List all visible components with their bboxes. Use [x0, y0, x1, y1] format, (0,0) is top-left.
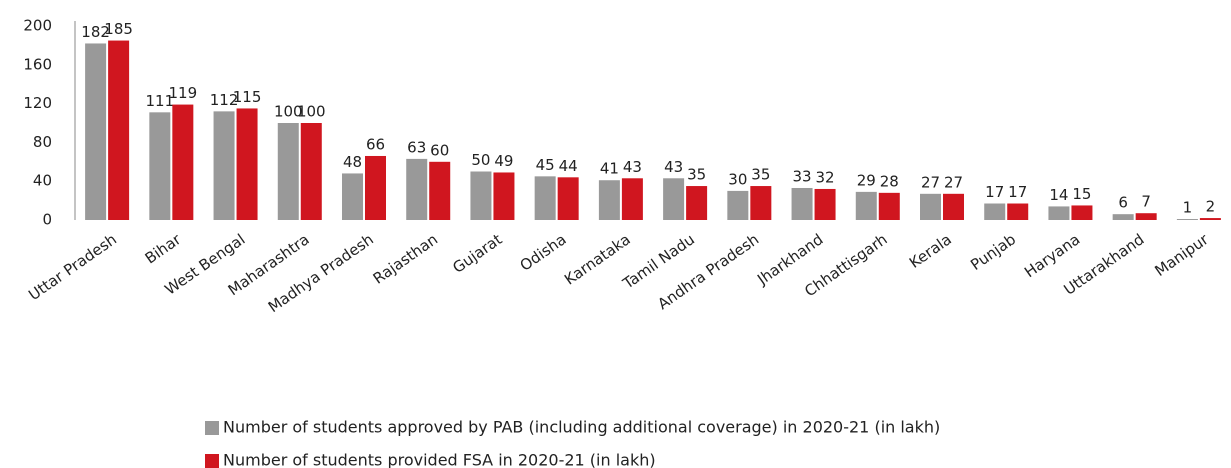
- data-label: 29: [857, 171, 876, 189]
- bar: [85, 43, 107, 221]
- x-tick-label: Madhya Pradesh: [265, 230, 377, 316]
- bar: [686, 186, 708, 220]
- data-label: 111: [146, 92, 175, 110]
- data-label: 27: [944, 173, 963, 191]
- bar: [1199, 218, 1221, 220]
- y-tick-label: 80: [33, 133, 52, 151]
- data-label: 33: [793, 167, 812, 185]
- bar: [300, 123, 322, 220]
- bar: [1071, 205, 1093, 220]
- x-tick-label: Gujarat: [449, 230, 505, 277]
- bar: [984, 203, 1006, 220]
- legend-swatch: [205, 421, 219, 435]
- data-label: 17: [985, 183, 1004, 201]
- bar: [236, 108, 258, 220]
- bar: [108, 40, 130, 220]
- data-label: 45: [536, 156, 555, 174]
- bar: [1176, 219, 1198, 220]
- legend: Number of students approved by PAB (incl…: [205, 418, 940, 468]
- bar: [791, 187, 813, 220]
- data-label: 119: [169, 84, 198, 102]
- x-tick-label: Bihar: [142, 230, 185, 268]
- bar: [1112, 214, 1134, 220]
- data-label: 30: [728, 170, 747, 188]
- bar: [365, 155, 386, 220]
- data-label: 7: [1141, 193, 1151, 211]
- data-label: 60: [430, 141, 449, 159]
- bar: [878, 192, 900, 220]
- data-label: 100: [297, 103, 326, 121]
- legend-label: Number of students approved by PAB (incl…: [223, 418, 940, 437]
- x-tick-label: Punjab: [967, 230, 1019, 274]
- bar: [557, 177, 579, 220]
- bar: [1135, 213, 1157, 220]
- x-tick-label: Uttar Pradesh: [25, 230, 120, 304]
- data-label: 66: [366, 135, 385, 153]
- bar: [172, 104, 194, 220]
- data-label: 44: [559, 157, 578, 175]
- y-tick-label: 120: [23, 94, 52, 112]
- data-label: 50: [471, 151, 490, 169]
- bar: [1048, 206, 1070, 220]
- data-label: 14: [1049, 186, 1068, 204]
- bar: [621, 178, 643, 220]
- legend-label: Number of students provided FSA in 2020-…: [223, 451, 656, 468]
- bar: [342, 173, 363, 220]
- y-tick-label: 0: [42, 211, 52, 229]
- data-label: 185: [104, 20, 133, 38]
- y-tick-label: 40: [33, 172, 52, 190]
- data-label: 63: [407, 138, 426, 156]
- data-label: 112: [210, 91, 239, 109]
- x-tick-label: Odisha: [517, 230, 570, 275]
- data-label: 27: [921, 173, 940, 191]
- data-label: 32: [816, 168, 835, 186]
- legend-swatch: [205, 454, 219, 468]
- x-tick-label: Kerala: [906, 230, 955, 272]
- data-label: 41: [600, 160, 619, 178]
- data-label: 115: [233, 88, 262, 106]
- bar: [920, 193, 941, 220]
- bar: [429, 161, 451, 220]
- bar: [855, 191, 877, 220]
- bar: [149, 112, 171, 220]
- bar: [406, 158, 428, 220]
- bar: [727, 190, 749, 220]
- data-label: 43: [664, 158, 683, 176]
- x-tick-label: Manipur: [1151, 230, 1212, 280]
- data-label: 2: [1206, 198, 1216, 216]
- bar: [598, 180, 620, 220]
- data-label: 182: [81, 23, 110, 41]
- bar: [814, 188, 836, 220]
- x-tick-label: Rajasthan: [370, 230, 441, 288]
- data-label: 28: [880, 172, 899, 190]
- y-tick-label: 200: [23, 17, 52, 35]
- data-label: 6: [1118, 194, 1128, 212]
- bar: [663, 178, 685, 220]
- bar: [1007, 203, 1029, 220]
- y-tick-label: 160: [23, 55, 52, 73]
- bar: [277, 123, 299, 220]
- data-label: 35: [751, 166, 770, 184]
- bar: [534, 176, 556, 220]
- data-label: 35: [687, 166, 706, 184]
- data-label: 15: [1072, 185, 1091, 203]
- bar: [493, 172, 515, 220]
- bar: [213, 111, 235, 220]
- bar: [750, 186, 772, 220]
- data-label: 1: [1183, 199, 1193, 217]
- data-label: 100: [274, 103, 303, 121]
- data-label: 48: [343, 153, 362, 171]
- bar: [943, 193, 964, 220]
- data-label: 17: [1008, 183, 1027, 201]
- bar: [470, 171, 492, 220]
- data-label: 49: [494, 152, 513, 170]
- data-label: 43: [623, 158, 642, 176]
